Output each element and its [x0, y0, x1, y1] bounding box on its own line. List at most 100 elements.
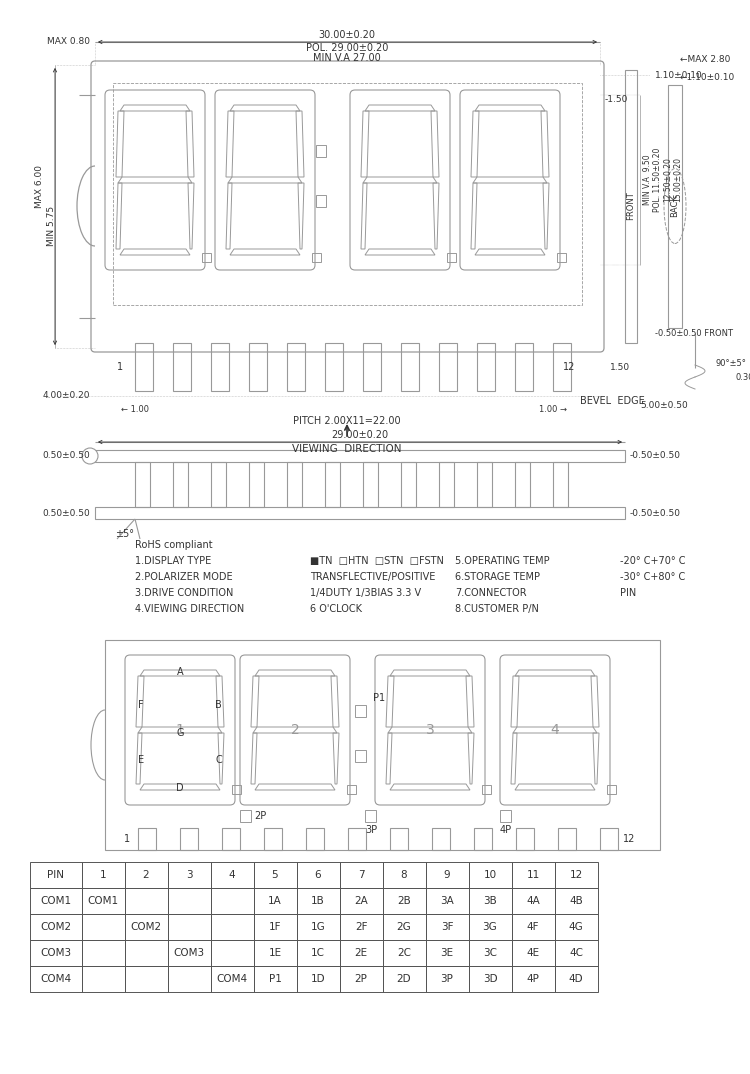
Text: 8: 8: [400, 870, 407, 880]
Bar: [512, 862, 555, 888]
Text: 4E: 4E: [526, 948, 539, 958]
Bar: [254, 914, 297, 940]
Text: PIN: PIN: [47, 870, 64, 880]
Text: 0.30: 0.30: [735, 374, 750, 382]
Text: 1B: 1B: [311, 896, 325, 906]
Text: 1: 1: [124, 834, 130, 844]
Bar: [340, 888, 383, 914]
Text: 4C: 4C: [569, 948, 583, 958]
Bar: [30, 914, 82, 940]
Text: ←1.10±0.10: ←1.10±0.10: [680, 73, 735, 82]
Text: 3.DRIVE CONDITION: 3.DRIVE CONDITION: [135, 587, 233, 598]
Text: PITCH 2.00X11=22.00: PITCH 2.00X11=22.00: [293, 416, 400, 426]
Text: ← 1.00: ← 1.00: [121, 405, 149, 413]
Text: 6 O'CLOCK: 6 O'CLOCK: [310, 604, 362, 614]
Bar: [168, 940, 211, 966]
Text: 1C: 1C: [311, 948, 325, 958]
Text: 2A: 2A: [354, 896, 368, 906]
Bar: [553, 462, 568, 507]
Text: 4F: 4F: [526, 921, 539, 932]
Bar: [363, 462, 378, 507]
Text: MAX 0.80: MAX 0.80: [47, 38, 90, 46]
Bar: [432, 828, 450, 850]
Text: F: F: [138, 700, 144, 710]
Text: 12: 12: [623, 834, 635, 844]
Bar: [125, 888, 168, 914]
Text: TRANSFLECTIVE/POSITIVE: TRANSFLECTIVE/POSITIVE: [310, 572, 435, 582]
Bar: [348, 828, 366, 850]
Text: 2: 2: [291, 723, 299, 737]
Bar: [125, 940, 168, 966]
Bar: [555, 914, 598, 940]
Bar: [469, 888, 512, 914]
Text: -30° C+80° C: -30° C+80° C: [620, 572, 686, 582]
Bar: [297, 914, 340, 940]
Text: COM3: COM3: [173, 948, 205, 958]
Text: PIN: PIN: [620, 587, 636, 598]
Text: 1.00 →: 1.00 →: [539, 405, 567, 413]
Bar: [297, 966, 340, 992]
Bar: [477, 343, 495, 391]
Bar: [312, 253, 321, 262]
Bar: [439, 343, 457, 391]
Bar: [211, 940, 254, 966]
Text: VIEWING  DIRECTION: VIEWING DIRECTION: [292, 444, 402, 454]
Text: 5.OPERATING TEMP: 5.OPERATING TEMP: [455, 556, 550, 566]
Bar: [211, 914, 254, 940]
Text: 12: 12: [569, 870, 583, 880]
Text: 12: 12: [562, 362, 575, 372]
Bar: [474, 828, 492, 850]
Bar: [426, 940, 469, 966]
Bar: [113, 83, 582, 305]
Text: 30.00±0.20: 30.00±0.20: [319, 30, 376, 40]
Text: C: C: [215, 755, 222, 765]
Bar: [168, 966, 211, 992]
Text: A: A: [177, 667, 183, 677]
Text: 7.CONNECTOR: 7.CONNECTOR: [455, 587, 526, 598]
Text: 4.00±0.20: 4.00±0.20: [43, 392, 90, 401]
Text: 4A: 4A: [526, 896, 540, 906]
Text: 2G: 2G: [397, 921, 411, 932]
Text: 1D: 1D: [310, 974, 326, 984]
Text: 10: 10: [484, 870, 496, 880]
Text: 2P: 2P: [355, 974, 368, 984]
Bar: [30, 862, 82, 888]
Text: 0.50±0.50: 0.50±0.50: [42, 508, 90, 518]
Bar: [383, 966, 426, 992]
Bar: [211, 966, 254, 992]
Bar: [340, 966, 383, 992]
Bar: [512, 940, 555, 966]
Bar: [168, 888, 211, 914]
Text: P1: P1: [268, 974, 281, 984]
Text: -0.50±0.50 FRONT: -0.50±0.50 FRONT: [655, 329, 733, 337]
Text: 2C: 2C: [397, 948, 411, 958]
Text: COM2: COM2: [130, 921, 161, 932]
Bar: [553, 343, 571, 391]
Bar: [297, 940, 340, 966]
Text: POL. 11.50±0.20: POL. 11.50±0.20: [653, 148, 662, 213]
Bar: [202, 253, 211, 262]
Bar: [211, 862, 254, 888]
Bar: [95, 507, 625, 519]
Bar: [558, 828, 576, 850]
Text: E: E: [138, 755, 144, 765]
Text: MIN V.A 27.00: MIN V.A 27.00: [314, 53, 381, 63]
Text: 2.POLARIZER MODE: 2.POLARIZER MODE: [135, 572, 232, 582]
Bar: [125, 914, 168, 940]
Bar: [222, 828, 240, 850]
Text: 1: 1: [176, 723, 184, 737]
Text: 0.50±0.50: 0.50±0.50: [42, 451, 90, 461]
Bar: [82, 914, 125, 940]
Bar: [401, 343, 419, 391]
Bar: [512, 966, 555, 992]
Text: 5.00±0.50: 5.00±0.50: [640, 402, 688, 410]
Bar: [173, 462, 188, 507]
Text: 3C: 3C: [483, 948, 497, 958]
Text: -0.50±0.50: -0.50±0.50: [630, 451, 681, 461]
Bar: [316, 145, 326, 157]
Bar: [515, 343, 533, 391]
Bar: [383, 914, 426, 940]
Text: 12.50±0.20: 12.50±0.20: [664, 158, 673, 202]
Text: 29.00±0.20: 29.00±0.20: [332, 430, 388, 440]
Text: COM4: COM4: [40, 974, 71, 984]
